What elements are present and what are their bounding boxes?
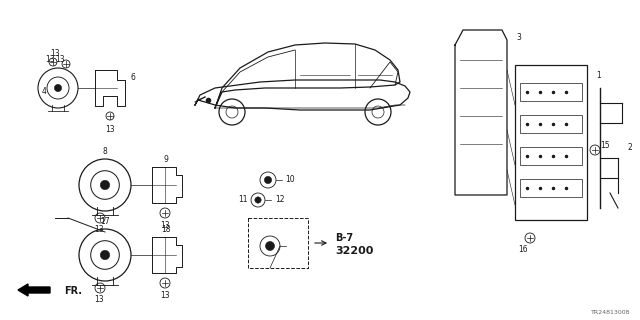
Text: 10: 10 — [285, 175, 295, 185]
Text: 13: 13 — [50, 49, 60, 58]
Text: B-7: B-7 — [335, 233, 353, 243]
Text: 16: 16 — [518, 245, 528, 254]
Circle shape — [264, 176, 271, 184]
Text: 8: 8 — [102, 148, 108, 156]
Text: FR.: FR. — [64, 286, 82, 296]
Text: 11: 11 — [238, 196, 248, 204]
Text: 13: 13 — [55, 55, 65, 65]
Text: 13: 13 — [160, 291, 170, 300]
Text: 6: 6 — [131, 74, 136, 83]
Circle shape — [255, 197, 261, 203]
Bar — [520, 147, 582, 165]
Text: 3: 3 — [516, 34, 522, 43]
Circle shape — [100, 180, 109, 190]
FancyArrow shape — [18, 284, 50, 296]
Text: 12: 12 — [275, 196, 285, 204]
Text: 4: 4 — [42, 87, 47, 97]
Text: 2: 2 — [628, 143, 632, 153]
Bar — [520, 115, 582, 133]
Bar — [515, 65, 587, 220]
Text: 1: 1 — [596, 70, 602, 79]
Text: 13: 13 — [94, 225, 104, 234]
Circle shape — [266, 242, 275, 251]
Bar — [520, 179, 582, 197]
Bar — [520, 83, 582, 101]
Text: 17: 17 — [100, 218, 110, 227]
Text: 13: 13 — [160, 220, 170, 229]
Text: TR24813008: TR24813008 — [591, 309, 630, 315]
Text: 13: 13 — [105, 125, 115, 134]
Text: 32200: 32200 — [335, 246, 373, 256]
Bar — [248, 218, 308, 268]
Circle shape — [54, 84, 61, 92]
Text: 9: 9 — [164, 156, 168, 164]
Text: 13: 13 — [94, 294, 104, 303]
Text: 15: 15 — [600, 140, 610, 149]
Text: 18: 18 — [161, 226, 171, 235]
Circle shape — [100, 250, 109, 260]
Text: 13: 13 — [45, 55, 55, 65]
